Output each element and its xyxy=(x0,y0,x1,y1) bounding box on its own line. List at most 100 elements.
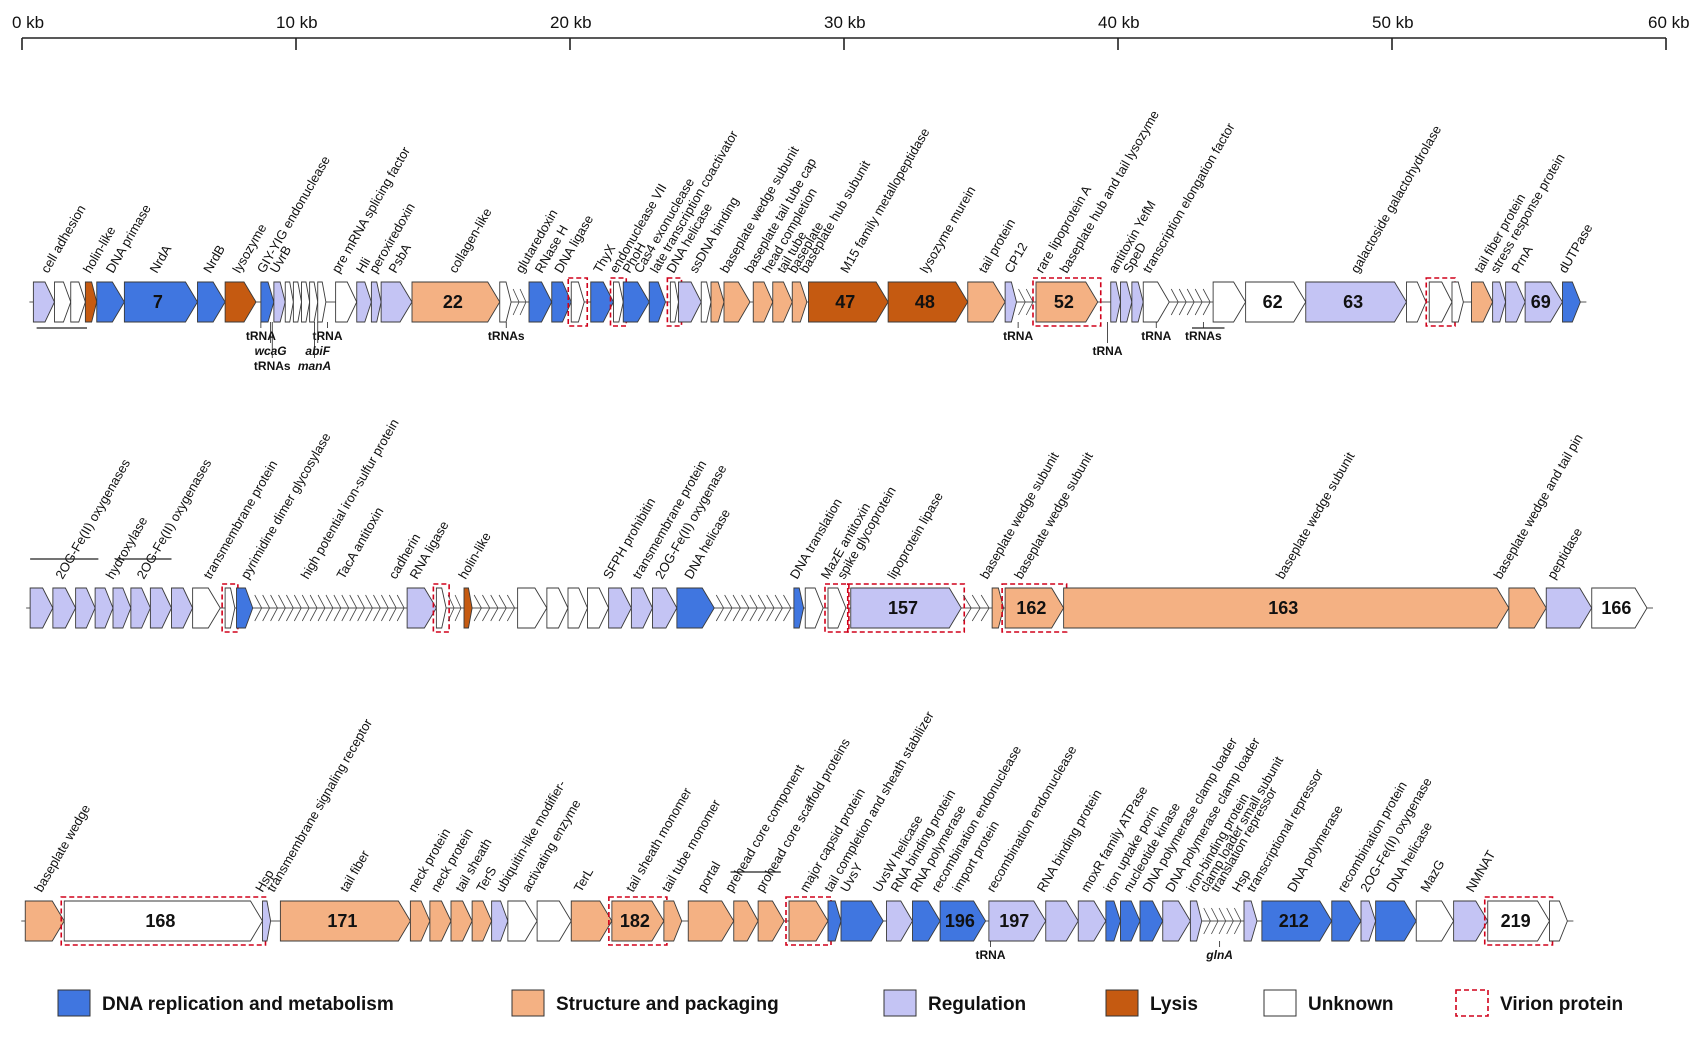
gene-arrow xyxy=(1004,587,1065,629)
legend-swatch-virion xyxy=(1455,989,1489,1017)
small-orf xyxy=(498,594,507,622)
small-orf xyxy=(1211,907,1219,935)
gene-arrow xyxy=(450,900,473,942)
gene-arrow xyxy=(292,281,302,323)
gene-arrow xyxy=(1105,900,1121,942)
gene-arrow xyxy=(804,587,824,629)
gene-arrow xyxy=(409,900,431,942)
sub-label: tRNA xyxy=(1141,329,1171,343)
legend-label-virion: Virion protein xyxy=(1500,994,1623,1015)
gene-arrow xyxy=(1545,587,1593,629)
gene-arrow xyxy=(676,587,715,629)
gene-arrow xyxy=(669,281,679,323)
small-orf xyxy=(490,594,499,622)
small-orf xyxy=(1202,288,1211,316)
small-orf xyxy=(732,594,741,622)
small-orf xyxy=(783,594,792,622)
gene-label: baseplate wedge and tail pin xyxy=(1490,431,1585,581)
legend-label-structure: Structure and packaging xyxy=(556,994,779,1015)
gene-arrow xyxy=(1261,900,1333,942)
gene-arrow xyxy=(1110,281,1121,323)
gene-arrow xyxy=(1063,587,1510,629)
gene-arrow xyxy=(499,281,512,323)
gene-label: lysozyme murein xyxy=(917,184,979,276)
gene-arrow xyxy=(1331,900,1362,942)
virion-protein-box xyxy=(846,583,966,633)
gene-arrow xyxy=(273,281,286,323)
gene-arrow xyxy=(587,587,610,629)
legend-label-dna: DNA replication and metabolism xyxy=(102,994,394,1015)
virion-protein-box xyxy=(824,583,850,633)
gene-arrow xyxy=(827,900,842,942)
gene-arrow xyxy=(772,281,793,323)
gene-label: baseplate wedge subunit xyxy=(1273,449,1358,581)
sub-label: abiF xyxy=(305,344,330,358)
gene-arrow xyxy=(793,587,805,629)
gene-arrow xyxy=(197,281,226,323)
gene-arrow xyxy=(370,281,382,323)
gene-arrow xyxy=(24,900,65,942)
gene-arrow xyxy=(1524,281,1564,323)
gene-arrow xyxy=(1591,587,1648,629)
virion-protein-box xyxy=(567,277,589,327)
gene-arrow xyxy=(1245,281,1307,323)
gene-label: baseplate wedge xyxy=(31,802,93,895)
gene-arrow xyxy=(1077,900,1107,942)
small-orf xyxy=(365,594,373,622)
gene-label: GIY-YIG endonuclease xyxy=(254,153,333,275)
sub-label: tRNAs xyxy=(254,359,291,373)
small-orf xyxy=(482,594,491,622)
gene-label: holin-like xyxy=(455,530,494,582)
gene-arrow xyxy=(224,281,257,323)
gene-arrow xyxy=(1487,900,1551,942)
legend-swatch-structure xyxy=(511,989,545,1017)
gene-label: tail sheath monomer xyxy=(623,784,695,894)
sub-label: tRNA xyxy=(1093,344,1123,358)
legend-swatch-dna xyxy=(57,989,91,1017)
gene-label: 2OG-Fe(II) oxygenases xyxy=(133,456,214,582)
gene-arrow xyxy=(262,900,272,942)
gene-arrow xyxy=(70,281,86,323)
small-orf xyxy=(293,594,302,622)
small-orf xyxy=(388,594,397,622)
gene-arrow xyxy=(224,587,236,629)
gene-arrow xyxy=(723,281,751,323)
small-orf xyxy=(980,594,990,622)
gene-arrow xyxy=(611,900,665,942)
gene-arrow xyxy=(171,587,194,629)
small-orf xyxy=(741,594,750,622)
gene-arrow xyxy=(1120,281,1133,323)
gene-arrow xyxy=(96,281,125,323)
gene-number: 63 xyxy=(1343,292,1363,312)
gene-label: portal xyxy=(694,859,723,895)
small-orf xyxy=(309,594,318,622)
sub-label: manA xyxy=(298,359,331,373)
gene-arrow xyxy=(1131,281,1144,323)
gene-number: 168 xyxy=(145,911,175,931)
small-orf xyxy=(254,594,263,622)
small-orf xyxy=(373,594,381,622)
gene-arrow xyxy=(429,900,452,942)
small-orf xyxy=(971,594,981,622)
gene-number: 48 xyxy=(915,292,935,312)
gene-arrow xyxy=(1212,281,1247,323)
small-orf xyxy=(381,594,389,622)
gene-arrow xyxy=(1492,281,1507,323)
small-orf xyxy=(396,594,405,622)
legend-label-lysis: Lysis xyxy=(1150,994,1198,1015)
small-orf xyxy=(357,594,366,622)
small-orf xyxy=(1203,907,1211,935)
small-orf xyxy=(724,594,733,622)
scale-tick-label: 50 kb xyxy=(1372,13,1414,32)
small-orf xyxy=(333,594,342,622)
gene-arrow xyxy=(1162,900,1191,942)
gene-arrow xyxy=(1305,281,1408,323)
gene-arrow xyxy=(1360,900,1377,942)
gene-arrow xyxy=(827,587,847,629)
gene-number: 52 xyxy=(1054,292,1074,312)
gene-arrow xyxy=(663,900,683,942)
small-orf xyxy=(454,594,462,622)
gene-label: lipoprotein lipase xyxy=(884,489,946,581)
